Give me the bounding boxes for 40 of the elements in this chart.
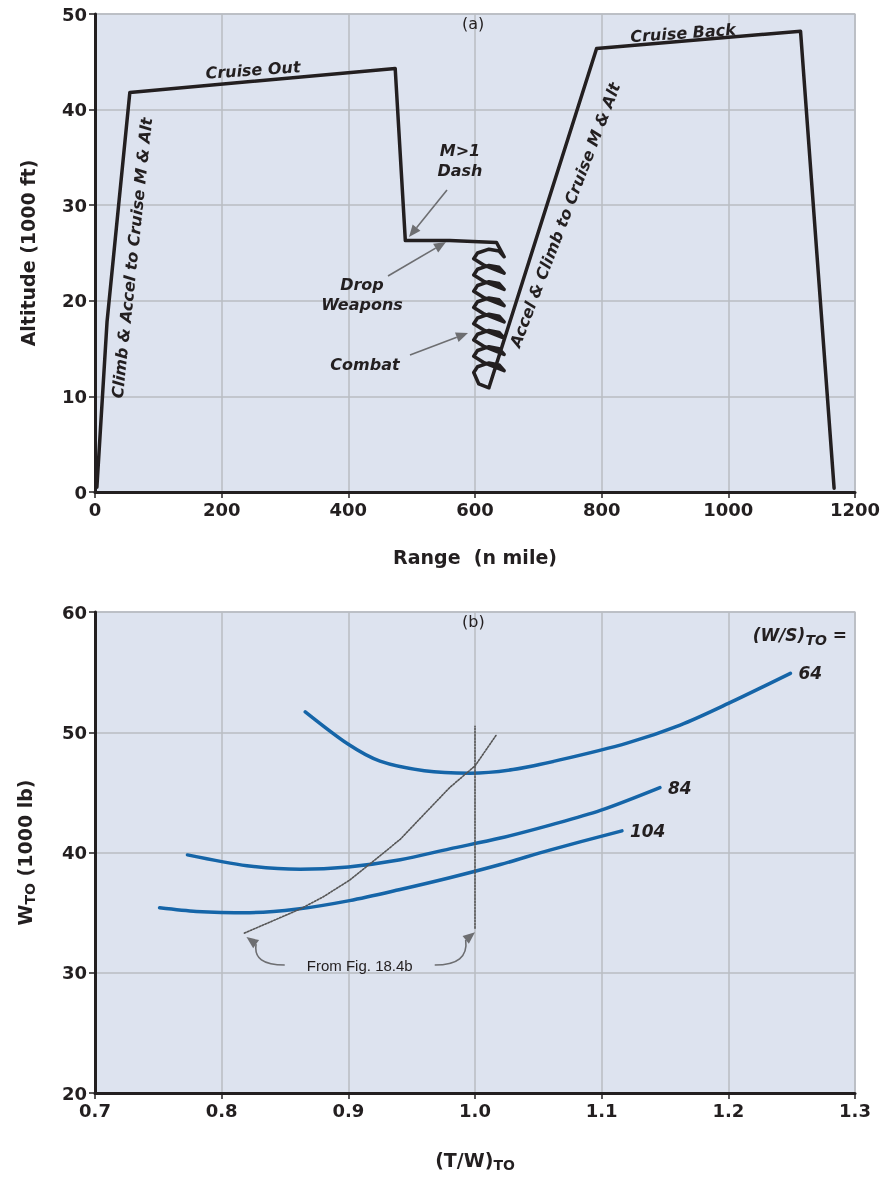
- x-tick-label: 0.8: [205, 1099, 238, 1121]
- x-tick-label: 1200: [829, 498, 881, 520]
- series-label: 84: [667, 777, 692, 798]
- x-tick-label: 0.9: [332, 1099, 365, 1121]
- y-axis-title: Altitude (1000 ft): [16, 159, 39, 347]
- line-series: [157, 829, 624, 915]
- y-tick-label: 10: [61, 385, 87, 407]
- annotation: Cruise Out: [204, 57, 303, 83]
- series-label: 64: [798, 663, 823, 684]
- y-tick-label: 40: [61, 99, 87, 121]
- annotation: From Fig. 18.4b: [306, 956, 413, 974]
- x-tick-label: 0: [88, 498, 102, 520]
- y-axis-title: WTO (1000 lb): [14, 779, 38, 926]
- x-axis-title: Range (n mile): [393, 545, 557, 568]
- annotation: Drop Weapons: [321, 274, 403, 314]
- x-tick-label: 1.1: [585, 1099, 618, 1121]
- y-tick-label: 50: [61, 721, 87, 743]
- y-tick-label: 20: [61, 290, 87, 312]
- y-tick-label: 0: [74, 481, 87, 503]
- x-tick-label: 200: [202, 498, 241, 520]
- x-tick-label: 400: [329, 498, 368, 520]
- x-tick-label: 1.2: [712, 1099, 745, 1121]
- chart-title: (a): [462, 13, 485, 33]
- line-series: [303, 671, 793, 775]
- x-tick-label: 800: [582, 498, 621, 520]
- x-tick-label: 1.3: [839, 1099, 871, 1121]
- y-tick-label: 30: [61, 194, 87, 216]
- annotation: Combat: [330, 354, 401, 374]
- y-tick-label: 50: [61, 3, 87, 25]
- annotation: Climb & Accel to Cruise M & Alt: [107, 115, 157, 400]
- y-tick-label: 60: [61, 601, 87, 623]
- chart-title: (b): [462, 611, 485, 631]
- y-tick-label: 40: [61, 842, 87, 863]
- x-tick-label: 600: [456, 498, 494, 520]
- annotation: M>1 Dash: [437, 140, 483, 180]
- y-tick-label: 30: [61, 962, 87, 984]
- x-tick-label: 1.0: [459, 1099, 491, 1121]
- series-label: 104: [629, 820, 666, 841]
- annotation: Cruise Back: [629, 19, 738, 47]
- x-tick-label: 1000: [703, 498, 754, 520]
